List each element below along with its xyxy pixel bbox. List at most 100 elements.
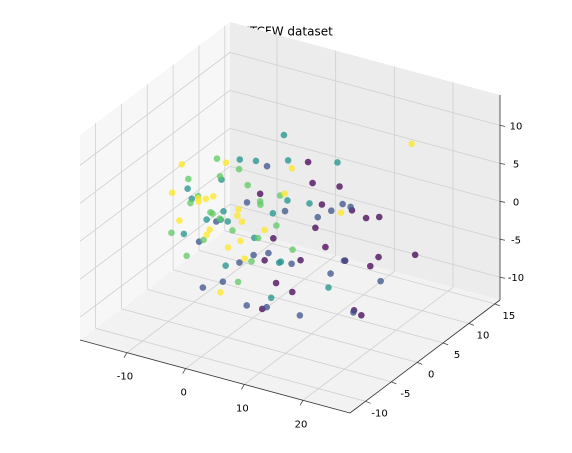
point bbox=[296, 312, 304, 319]
z-tick-label: 10 bbox=[510, 121, 523, 132]
point bbox=[272, 279, 280, 287]
y-tick bbox=[365, 400, 371, 404]
point bbox=[229, 227, 236, 234]
point bbox=[281, 207, 289, 215]
point bbox=[289, 246, 296, 254]
y-axis-line bbox=[349, 299, 501, 414]
y-tick-label: -5 bbox=[400, 389, 410, 400]
point bbox=[183, 252, 190, 260]
point bbox=[309, 179, 316, 187]
y-tick bbox=[494, 303, 500, 307]
point bbox=[256, 190, 264, 198]
point bbox=[185, 175, 192, 183]
point bbox=[304, 158, 312, 166]
point bbox=[325, 284, 332, 291]
grid-line bbox=[224, 230, 495, 305]
point bbox=[277, 258, 285, 266]
point bbox=[327, 270, 334, 277]
point bbox=[222, 159, 230, 166]
point bbox=[187, 199, 194, 207]
z-tick bbox=[499, 162, 506, 165]
point bbox=[216, 172, 224, 180]
point bbox=[180, 230, 188, 238]
point bbox=[261, 257, 268, 264]
point bbox=[200, 236, 207, 244]
back-pane bbox=[230, 22, 500, 300]
y-tick bbox=[391, 381, 397, 385]
x-tick-label: 0 bbox=[180, 388, 186, 399]
point bbox=[257, 201, 264, 208]
point bbox=[199, 284, 207, 291]
point bbox=[234, 212, 241, 220]
point bbox=[234, 278, 242, 286]
point bbox=[178, 161, 186, 168]
x-tick bbox=[299, 400, 304, 406]
z-tick bbox=[499, 124, 506, 127]
point bbox=[306, 200, 313, 207]
y-tick bbox=[417, 361, 423, 365]
point bbox=[254, 234, 262, 242]
point bbox=[269, 235, 277, 242]
point bbox=[202, 195, 210, 203]
point bbox=[297, 256, 304, 264]
point bbox=[243, 302, 251, 309]
point bbox=[176, 217, 183, 224]
point bbox=[375, 253, 382, 261]
grid-line bbox=[229, 127, 501, 202]
grid-line bbox=[229, 165, 501, 240]
point bbox=[206, 226, 214, 233]
point bbox=[318, 201, 326, 208]
point bbox=[269, 210, 277, 217]
point bbox=[288, 165, 296, 172]
y-tick-label: 5 bbox=[454, 350, 460, 361]
point bbox=[250, 251, 257, 259]
point bbox=[375, 213, 383, 221]
grid-line bbox=[147, 288, 418, 363]
point bbox=[209, 192, 217, 200]
point bbox=[236, 259, 243, 266]
y-tick bbox=[442, 342, 449, 346]
grid-line bbox=[79, 127, 231, 242]
grid-line bbox=[244, 271, 395, 385]
point bbox=[213, 155, 221, 162]
x-tick bbox=[182, 368, 186, 374]
point bbox=[203, 216, 210, 223]
point bbox=[339, 200, 346, 208]
grid-line bbox=[229, 51, 501, 126]
point bbox=[238, 218, 246, 225]
point bbox=[219, 278, 227, 286]
floor-pane bbox=[80, 227, 500, 413]
point bbox=[350, 309, 357, 316]
grid-line bbox=[79, 165, 231, 280]
point bbox=[184, 185, 191, 192]
z-tick bbox=[499, 238, 506, 241]
point bbox=[261, 226, 268, 234]
x-tick bbox=[123, 352, 128, 358]
point bbox=[327, 207, 335, 215]
point bbox=[288, 260, 295, 268]
point bbox=[243, 199, 251, 206]
point bbox=[235, 205, 242, 213]
grid-line bbox=[302, 286, 454, 401]
grid-line bbox=[79, 90, 231, 204]
point bbox=[284, 197, 291, 204]
point bbox=[362, 214, 370, 222]
z-tick-label: -10 bbox=[508, 273, 524, 284]
y-tick-label: 15 bbox=[502, 311, 515, 322]
point bbox=[314, 213, 322, 221]
y-tick bbox=[468, 323, 475, 326]
point bbox=[358, 311, 365, 319]
point bbox=[334, 159, 341, 166]
point bbox=[337, 209, 345, 216]
point bbox=[322, 243, 329, 251]
point bbox=[244, 181, 252, 189]
point bbox=[265, 249, 272, 257]
point bbox=[252, 157, 260, 165]
grid-line bbox=[229, 203, 501, 278]
point bbox=[224, 218, 232, 225]
z-tick bbox=[499, 276, 506, 279]
point bbox=[217, 289, 224, 296]
z-tick-label: -5 bbox=[511, 235, 521, 246]
point bbox=[411, 251, 419, 259]
